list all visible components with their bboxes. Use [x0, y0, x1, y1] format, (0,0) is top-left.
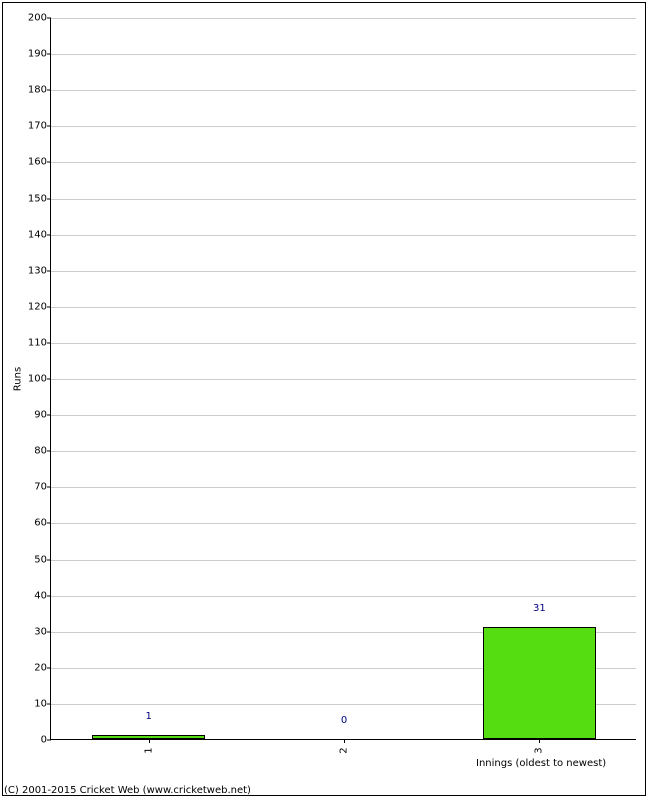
y-tick-mark	[47, 667, 51, 668]
gridline	[51, 415, 636, 416]
bar-value-label: 1	[145, 711, 151, 722]
y-tick-mark	[47, 379, 51, 380]
y-tick-mark	[47, 126, 51, 127]
gridline	[51, 199, 636, 200]
y-tick-label: 150	[28, 193, 47, 204]
gridline	[51, 126, 636, 127]
y-tick-mark	[47, 342, 51, 343]
gridline	[51, 343, 636, 344]
gridline	[51, 18, 636, 19]
y-tick-mark	[47, 90, 51, 91]
y-tick-label: 60	[34, 518, 47, 529]
gridline	[51, 54, 636, 55]
y-tick-mark	[47, 270, 51, 271]
gridline	[51, 596, 636, 597]
y-tick-mark	[47, 234, 51, 235]
y-tick-label: 100	[28, 374, 47, 385]
x-tick-label: 2	[339, 747, 350, 753]
y-tick-mark	[47, 595, 51, 596]
y-tick-label: 160	[28, 157, 47, 168]
y-tick-mark	[47, 559, 51, 560]
plot-area: 0102030405060708090100110120130140150160…	[50, 18, 636, 740]
y-tick-label: 130	[28, 265, 47, 276]
y-tick-label: 90	[34, 410, 47, 421]
gridline	[51, 271, 636, 272]
y-tick-label: 180	[28, 85, 47, 96]
gridline	[51, 90, 636, 91]
y-tick-mark	[47, 451, 51, 452]
y-tick-label: 10	[34, 698, 47, 709]
y-tick-mark	[47, 306, 51, 307]
y-tick-mark	[47, 631, 51, 632]
bar-value-label: 31	[533, 603, 546, 614]
y-tick-label: 30	[34, 626, 47, 637]
y-tick-label: 80	[34, 446, 47, 457]
gridline	[51, 235, 636, 236]
x-tick-mark	[539, 739, 540, 743]
y-tick-mark	[47, 703, 51, 704]
y-tick-mark	[47, 198, 51, 199]
gridline	[51, 451, 636, 452]
y-tick-label: 190	[28, 49, 47, 60]
x-tick-label: 1	[143, 747, 154, 753]
y-tick-label: 0	[41, 735, 47, 746]
gridline	[51, 560, 636, 561]
copyright-text: (C) 2001-2015 Cricket Web (www.cricketwe…	[4, 785, 251, 796]
y-tick-label: 70	[34, 482, 47, 493]
x-axis-title: Innings (oldest to newest)	[476, 758, 606, 769]
y-tick-mark	[47, 523, 51, 524]
y-tick-label: 120	[28, 301, 47, 312]
y-tick-mark	[47, 487, 51, 488]
gridline	[51, 307, 636, 308]
y-tick-mark	[47, 415, 51, 416]
x-tick-mark	[344, 739, 345, 743]
gridline	[51, 379, 636, 380]
y-axis-title: Runs	[13, 367, 24, 391]
x-tick-mark	[149, 739, 150, 743]
y-tick-mark	[47, 740, 51, 741]
bar	[483, 627, 596, 739]
y-tick-label: 170	[28, 121, 47, 132]
y-tick-label: 50	[34, 554, 47, 565]
gridline	[51, 487, 636, 488]
y-tick-label: 110	[28, 337, 47, 348]
y-tick-mark	[47, 54, 51, 55]
x-tick-label: 3	[534, 747, 545, 753]
chart-container: 0102030405060708090100110120130140150160…	[0, 0, 650, 800]
y-tick-label: 140	[28, 229, 47, 240]
bar-value-label: 0	[341, 715, 347, 726]
y-tick-label: 200	[28, 13, 47, 24]
y-tick-mark	[47, 162, 51, 163]
y-tick-label: 40	[34, 590, 47, 601]
y-tick-mark	[47, 18, 51, 19]
gridline	[51, 523, 636, 524]
gridline	[51, 162, 636, 163]
y-tick-label: 20	[34, 662, 47, 673]
